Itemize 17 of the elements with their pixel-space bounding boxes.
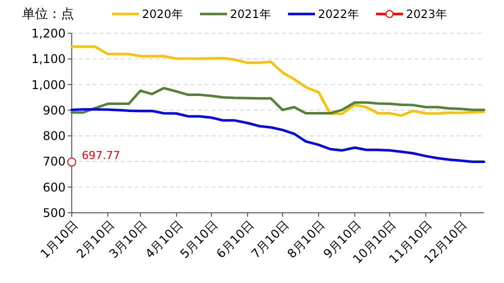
legend-label: 2023年 <box>406 7 448 21</box>
y-tick-label: 700 <box>42 154 66 169</box>
legend-label: 2020年 <box>142 7 184 21</box>
y-tick-label: 1,000 <box>31 78 66 92</box>
y-axis-title: 单位：点 <box>22 7 74 22</box>
data-label: 697.77 <box>82 149 120 162</box>
y-tick-label: 800 <box>42 129 66 144</box>
y-tick-label: 500 <box>42 206 66 220</box>
legend-label: 2021年 <box>230 7 272 21</box>
y-tick-label: 1,200 <box>31 26 66 40</box>
y-tick-label: 1,100 <box>31 52 66 66</box>
legend-label: 2022年 <box>318 7 360 21</box>
line-series <box>70 86 486 115</box>
line-series <box>70 108 486 163</box>
y-tick-label: 900 <box>42 103 66 118</box>
line-series <box>70 45 486 117</box>
y-tick-label: 600 <box>42 180 66 194</box>
